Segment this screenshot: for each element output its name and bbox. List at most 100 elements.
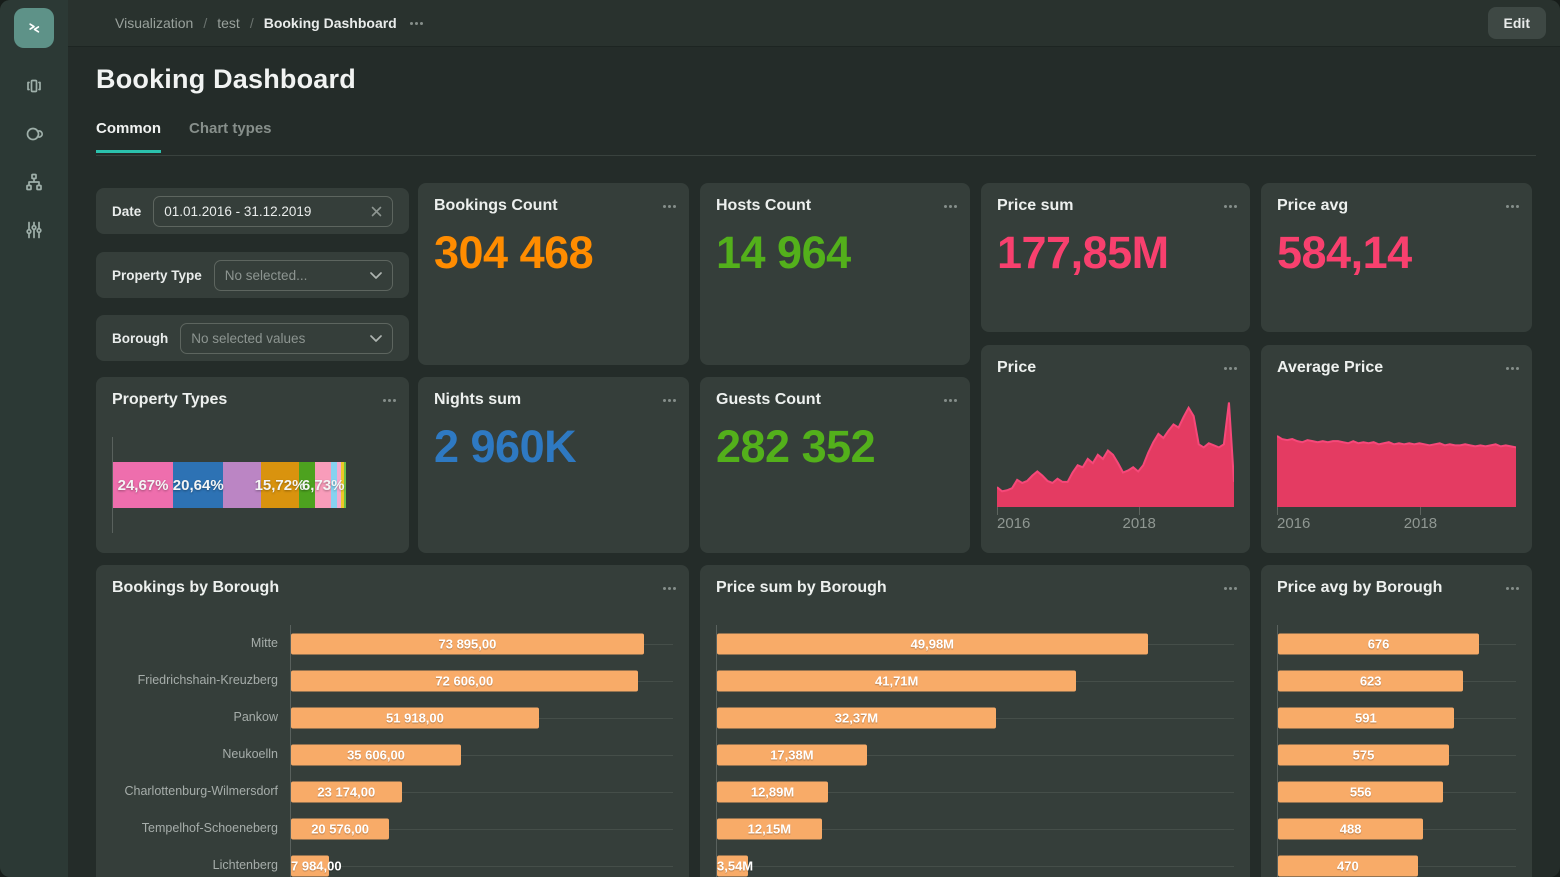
bar[interactable]: 12,15M [717,818,822,839]
bar[interactable]: 72 606,00 [291,670,638,691]
app-logo-icon[interactable] [14,8,54,48]
average-price-chart-card: Average Price 2016 2018 [1261,345,1532,553]
price-area-chart[interactable]: 2016 2018 [997,397,1234,537]
gridline [717,791,1234,793]
card-menu-icon[interactable] [1509,583,1516,593]
card-menu-icon[interactable] [1227,363,1234,373]
stack-segment[interactable]: 15,72% [255,462,305,508]
bar-track: 7 984,00 [290,847,673,877]
price-chart-card: Price 2016 2018 [981,345,1250,553]
stack-segment[interactable] [344,462,346,508]
date-filter-input[interactable]: 01.01.2016 - 31.12.2019 [153,195,393,227]
bar[interactable]: 23 174,00 [291,781,402,802]
card-menu-icon[interactable] [1509,363,1516,373]
bar[interactable]: 488 [1278,818,1424,839]
area-plot[interactable] [997,397,1234,507]
bar[interactable]: 556 [1278,781,1444,802]
settings-sliders-icon[interactable] [22,218,46,242]
price-avg-card: Price avg 584,14 [1261,183,1532,332]
bar[interactable]: 623 [1278,670,1464,691]
card-menu-icon[interactable] [1509,201,1516,211]
bar-value-label: 3,54M [717,858,754,873]
tab-chart-types[interactable]: Chart types [189,120,272,137]
bar-row: 470 [1277,847,1516,877]
bar-row: Lichtenberg 7 984,00 [112,847,673,877]
bar-track: 12,15M [716,810,1234,847]
property-type-placeholder: No selected... [224,267,308,283]
sidebar [0,0,68,877]
bar[interactable]: 470 [1278,855,1418,876]
services-icon[interactable] [22,122,46,146]
navigation-icon[interactable] [22,170,46,194]
tab-common[interactable]: Common [96,120,161,153]
bar-row: 623 [1277,662,1516,699]
tick-label: 2016 [1277,515,1311,532]
price-sum-by-borough-chart[interactable]: 49,98M 41,71M 32,37M 17,38M 12,89M 12,15M 3,54… [716,625,1234,877]
bar[interactable]: 73 895,00 [291,633,644,654]
card-menu-icon[interactable] [1227,201,1234,211]
bar[interactable]: 17,38M [717,744,867,765]
bar[interactable]: 49,98M [717,633,1148,654]
chevron-down-icon [370,271,382,279]
bar[interactable]: 591 [1278,707,1454,728]
bar[interactable]: 41,71M [717,670,1077,691]
bar[interactable]: 51 918,00 [291,707,539,728]
borough-select[interactable]: No selected values [180,322,393,354]
breadcrumb-item-test[interactable]: test [217,15,240,31]
stack-segment[interactable]: 6,73% [302,462,344,508]
bookings-by-borough-chart[interactable]: Mitte 73 895,00 Friedrichshain-Kreuzberg 72… [112,625,673,877]
area-plot[interactable] [1277,397,1516,507]
bar-row: 12,89M [716,773,1234,810]
top-bar: Visualization / test / Booking Dashboard… [68,0,1560,47]
edit-button[interactable]: Edit [1487,7,1546,39]
card-title: Price [997,359,1037,376]
property-type-select[interactable]: No selected... [213,259,393,291]
stack-segment[interactable]: 20,64% [173,462,224,508]
bar-value-label: 12,15M [747,821,792,836]
bar[interactable]: 20 576,00 [291,818,390,839]
average-price-area-chart[interactable]: 2016 2018 [1277,397,1516,537]
bar-value-label: 488 [1339,821,1362,836]
card-menu-icon[interactable] [666,583,673,593]
gridline [291,791,673,793]
segment-label: 6,73% [301,476,345,494]
bar[interactable]: 32,37M [717,707,996,728]
card-menu-icon[interactable] [666,201,673,211]
bar[interactable]: 3,54M [717,855,753,876]
charts-icon[interactable] [22,74,46,98]
property-types-plot: 24,67% 20,64% 15,72% 6,73% [112,437,393,533]
stack-segment[interactable] [331,462,338,508]
bar-track: 488 [1277,810,1516,847]
bar-track: 35 606,00 [290,736,673,773]
property-types-stacked-bar[interactable]: 24,67% 20,64% 15,72% 6,73% [113,462,357,508]
tick-mark [997,507,998,515]
breadcrumb-item-visualization[interactable]: Visualization [115,15,194,31]
kpi-value: 584,14 [1277,227,1412,278]
card-menu-icon[interactable] [1227,583,1234,593]
card-menu-icon[interactable] [947,201,954,211]
bar[interactable]: 35 606,00 [291,744,462,765]
price-avg-by-borough-chart[interactable]: 676 623 591 575 556 488 470 [1277,625,1516,877]
card-menu-icon[interactable] [386,395,393,405]
stack-segment[interactable] [299,462,315,508]
bar-value-label: 7 984,00 [291,858,342,873]
bar[interactable]: 676 [1278,633,1480,654]
breadcrumb-separator: / [203,15,208,31]
bar[interactable]: 7 984,00 [291,855,342,876]
clear-icon[interactable] [371,206,382,217]
bar[interactable]: 575 [1278,744,1450,765]
stack-segment[interactable] [337,462,342,508]
card-menu-icon[interactable] [666,395,673,405]
stack-segment[interactable] [223,462,261,508]
card-menu-icon[interactable] [947,395,954,405]
date-filter-value: 01.01.2016 - 31.12.2019 [164,203,312,219]
card-title: Price sum [997,197,1074,214]
breadcrumb-more-icon[interactable] [414,16,418,30]
bar[interactable]: 12,89M [717,781,829,802]
bar-value-label: 676 [1367,636,1390,651]
bar-value-label: 73 895,00 [438,636,497,651]
bar-track: 3,54M [716,847,1234,877]
stack-segment[interactable] [341,462,345,508]
kpi-value: 177,85M [997,227,1169,278]
stack-segment[interactable]: 24,67% [113,462,174,508]
